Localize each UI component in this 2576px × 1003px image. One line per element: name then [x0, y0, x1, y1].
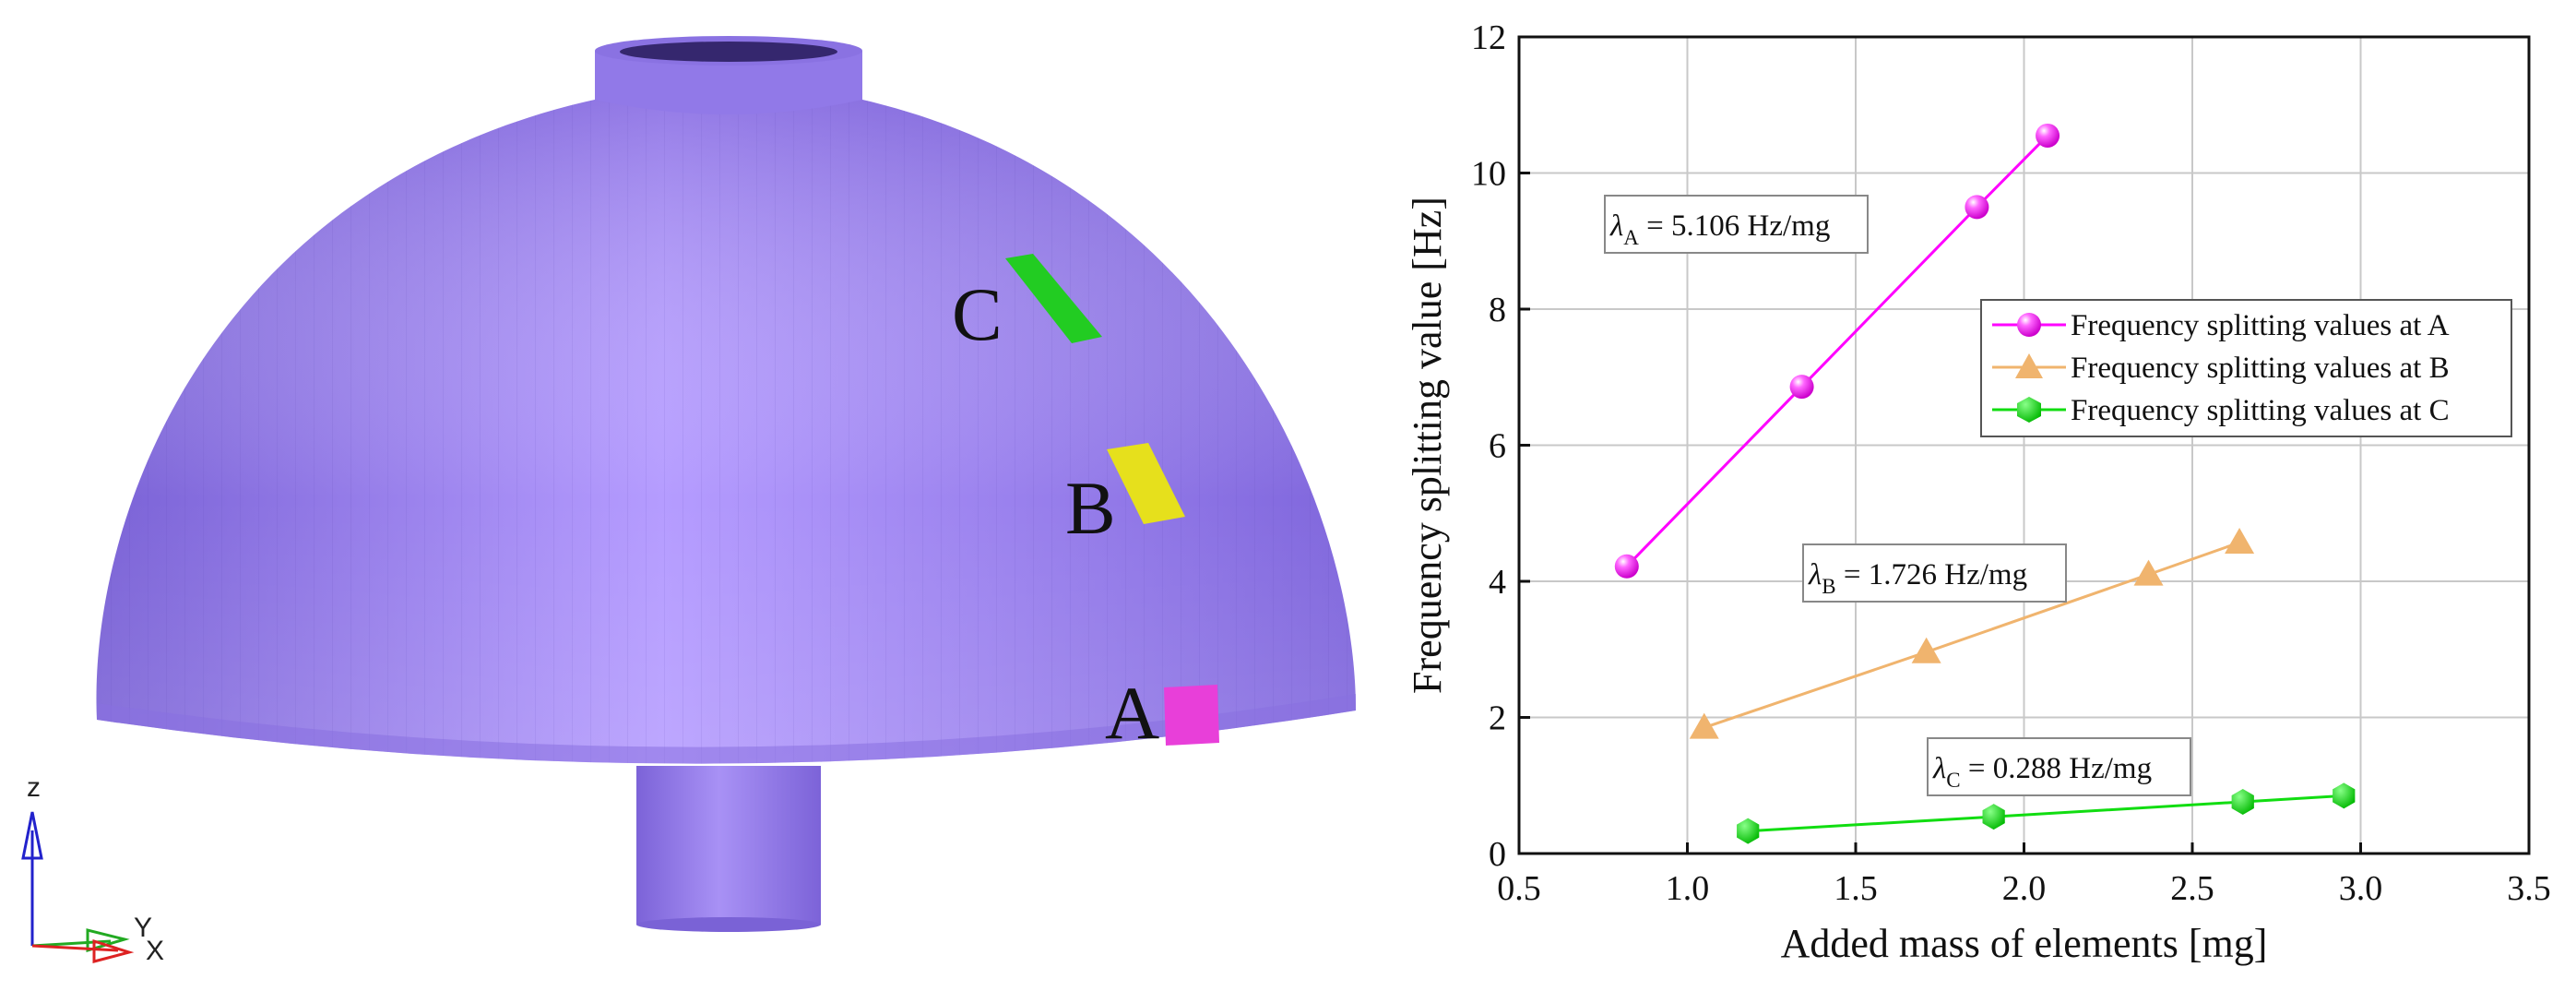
- resonator-stem: [636, 766, 821, 925]
- data-point: [2231, 788, 2254, 815]
- patch-c: [1005, 254, 1102, 343]
- patch-b: [1107, 443, 1185, 524]
- x-axis-title: Added mass of elements [mg]: [1781, 921, 2268, 966]
- point-label-c: C: [952, 272, 1003, 356]
- patch-a: [1164, 685, 1219, 746]
- y-axis-title: Frequency splitting value [Hz]: [1405, 197, 1450, 694]
- series-b: [1689, 527, 2255, 739]
- y-tick-label: 12: [1471, 18, 1506, 57]
- annotation-a-symbol: λ: [1609, 209, 1623, 243]
- x-tick-label: 0.5: [1497, 869, 1541, 908]
- stem-bottom: [636, 917, 821, 932]
- series-a: [1614, 123, 2060, 579]
- x-tick-label: 3.5: [2507, 869, 2551, 908]
- series-line: [1625, 134, 2049, 567]
- y-tick-label: 6: [1489, 427, 1506, 466]
- plot-frame: [1517, 35, 2531, 855]
- data-point: [1911, 637, 1941, 663]
- chart-ticks: 0.5 1.0 1.5 2.0 2.5 3.0 3.5 0 2 4 6 8 10 12: [1471, 18, 2551, 908]
- y-tick-label: 10: [1471, 155, 1506, 194]
- annotation-c-box: [1927, 737, 2191, 796]
- annotation-a-sub: A: [1623, 226, 1639, 249]
- x-tick-label: 2.0: [2002, 869, 2047, 908]
- annotation-b-value: = 1.726 Hz/mg: [1836, 558, 2027, 591]
- resonator-model: A B C: [96, 36, 1357, 932]
- data-point: [2225, 527, 2255, 554]
- series-c: [1737, 782, 2356, 844]
- y-tick-label: 2: [1489, 699, 1506, 738]
- legend-label-c: Frequency splitting values at C: [2071, 394, 2450, 427]
- axis-triad: z Y X: [21, 772, 164, 966]
- annotation-a-text: λA = 5.106 Hz/mg: [1609, 209, 1830, 249]
- annotation-c-value: = 0.288 Hz/mg: [1961, 752, 2152, 785]
- data-point: [1982, 804, 2005, 830]
- x-tick-label: 2.5: [2170, 869, 2214, 908]
- data-point: [1614, 554, 1639, 579]
- dome-rim: [97, 694, 1356, 764]
- legend: Frequency splitting values at A Frequenc…: [1980, 299, 2512, 437]
- annotation-a-value: = 5.106 Hz/mg: [1639, 209, 1830, 243]
- legend-box: [1980, 299, 2512, 437]
- annotation-b-text: λB = 1.726 Hz/mg: [1808, 558, 2027, 598]
- annotation-c-sub: C: [1946, 769, 1960, 792]
- annotation-c-symbol: λ: [1932, 752, 1946, 785]
- annotation-b-sub: B: [1822, 575, 1835, 598]
- annotation-c-text: λC = 0.288 Hz/mg: [1932, 752, 2152, 792]
- legend-marker-c: [2017, 397, 2041, 423]
- annotation-a: λA = 5.106 Hz/mg: [1604, 195, 1869, 254]
- annotation-b-box: [1802, 543, 2067, 603]
- triad-z-label: z: [27, 772, 41, 803]
- series-line: [1703, 541, 2240, 729]
- point-label-b: B: [1065, 466, 1116, 550]
- data-point: [2036, 123, 2060, 148]
- triad-z-arrow: [21, 811, 43, 860]
- legend-label-a: Frequency splitting values at A: [2071, 309, 2450, 342]
- annotation-b-symbol: λ: [1808, 558, 1822, 591]
- y-tick-label: 0: [1489, 835, 1506, 874]
- triad-x-arrow: [92, 938, 135, 963]
- triad-y-label: Y: [134, 913, 152, 943]
- legend-item-a: Frequency splitting values at A: [1992, 309, 2450, 342]
- triad-x-axis: [31, 944, 119, 952]
- data-point: [2333, 782, 2356, 809]
- data-point: [1789, 375, 1814, 400]
- chart-grid: [1519, 37, 2529, 854]
- legend-marker-a: [2017, 313, 2041, 337]
- data-point: [1965, 195, 1989, 220]
- dome-facets: [96, 100, 1357, 764]
- x-tick-label: 3.0: [2339, 869, 2383, 908]
- legend-item-b: Frequency splitting values at B: [1992, 352, 2450, 385]
- annotation-a-box: [1604, 195, 1869, 254]
- neck-opening: [620, 42, 837, 62]
- data-point: [1737, 818, 1760, 844]
- y-tick-label: 4: [1489, 563, 1506, 602]
- annotation-b: λB = 1.726 Hz/mg: [1802, 543, 2067, 603]
- series-line: [1748, 794, 2345, 833]
- y-tick-label: 8: [1489, 291, 1506, 329]
- point-label-a: A: [1105, 671, 1159, 755]
- legend-item-c: Frequency splitting values at C: [1992, 394, 2450, 427]
- x-tick-label: 1.5: [1834, 869, 1878, 908]
- chart-series: [1614, 123, 2356, 844]
- legend-marker-b: [2015, 353, 2043, 378]
- data-point: [1689, 712, 1719, 739]
- chart: 0.5 1.0 1.5 2.0 2.5 3.0 3.5 0 2 4 6 8 10 12 Added mas…: [1405, 18, 2551, 966]
- data-point: [2133, 559, 2164, 586]
- x-tick-label: 1.0: [1666, 869, 1710, 908]
- triad-x-label: X: [146, 936, 164, 966]
- resonator-neck: [595, 51, 862, 114]
- annotation-c: λC = 0.288 Hz/mg: [1927, 737, 2191, 796]
- legend-label-b: Frequency splitting values at B: [2071, 352, 2450, 385]
